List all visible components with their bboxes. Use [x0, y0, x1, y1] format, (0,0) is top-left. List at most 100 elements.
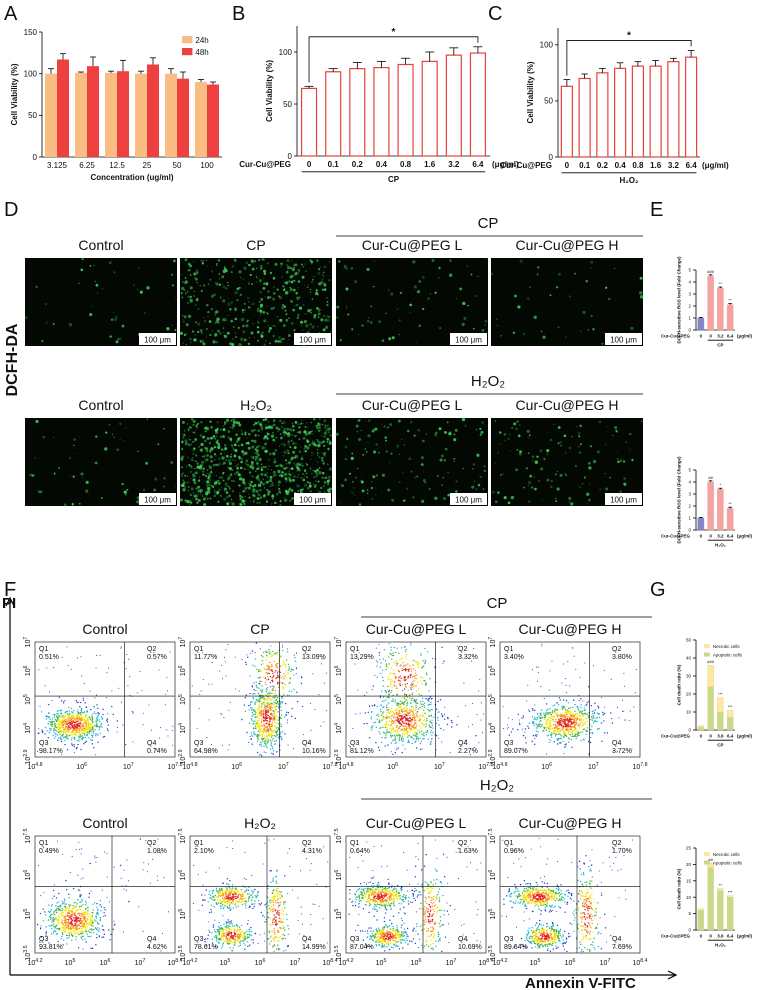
fluorescent-spot — [625, 441, 627, 443]
event-dot — [385, 664, 388, 666]
event-dot — [476, 714, 478, 716]
fluorescent-spot — [296, 296, 300, 300]
event-dot — [401, 657, 403, 660]
fluorescent-spot — [271, 431, 275, 434]
fluorescent-spot — [428, 487, 431, 491]
bar — [147, 64, 159, 157]
y-tick-label: 0 — [688, 928, 691, 933]
significance-star: * — [392, 27, 396, 38]
fluorescent-spot — [434, 431, 438, 435]
event-dot — [385, 736, 387, 739]
fluorescent-spot — [192, 457, 194, 458]
event-dot — [414, 685, 416, 687]
event-dot — [444, 718, 446, 721]
event-dot — [390, 723, 393, 725]
column-label: Cur-Cu@PEG H — [516, 397, 619, 413]
fluorescent-spot — [255, 281, 258, 283]
event-dot — [100, 722, 103, 725]
fluorescent-spot — [275, 473, 278, 476]
fluorescent-spot — [466, 265, 468, 267]
fluorescent-spot — [287, 440, 290, 443]
event-dot — [396, 728, 399, 731]
event-dot — [419, 676, 422, 678]
fluorescent-spot — [85, 480, 89, 484]
fluorescent-spot — [269, 425, 274, 429]
event-dot — [414, 661, 417, 663]
fluorescent-spot — [210, 307, 214, 311]
event-dot — [293, 688, 295, 691]
fluorescent-spot — [234, 449, 238, 453]
fluorescent-spot — [278, 339, 283, 343]
event-dot — [402, 738, 404, 740]
event-dot — [275, 698, 278, 701]
scale-bar-label: 100 μm — [299, 336, 326, 345]
fluorescent-spot — [473, 480, 476, 483]
fluorescent-spot — [553, 423, 555, 425]
fluorescent-spot — [262, 445, 266, 450]
fluorescent-spot — [251, 267, 255, 271]
event-dot — [382, 658, 385, 660]
fluorescent-spot — [257, 307, 260, 310]
event-dot — [260, 744, 262, 746]
fluorescent-spot — [522, 332, 526, 336]
fluorescent-spot — [196, 465, 199, 469]
event-dot — [382, 706, 384, 709]
event-dot — [385, 731, 388, 733]
event-dot — [582, 700, 584, 702]
event-dot — [264, 682, 266, 684]
event-dot — [94, 729, 96, 731]
fluorescent-spot — [346, 305, 348, 307]
event-dot — [70, 707, 73, 710]
event-dot — [414, 734, 416, 737]
event-dot — [413, 680, 415, 682]
event-dot — [84, 722, 86, 724]
tick-exponent: 4 — [334, 723, 340, 726]
fluorescent-spot — [467, 304, 469, 307]
column-label: Cur-Cu@PEG H — [516, 237, 619, 253]
fluorescent-spot — [182, 281, 184, 283]
event-dot — [271, 707, 273, 709]
fluorescent-spot — [258, 501, 261, 504]
event-dot — [281, 738, 283, 741]
fluorescent-spot — [248, 337, 250, 339]
fluorescent-spot — [403, 499, 407, 503]
fluorescent-spot — [394, 427, 396, 429]
event-dot — [268, 668, 271, 671]
fluorescent-spot — [375, 427, 378, 430]
x-tick-label: 0 — [565, 161, 570, 170]
event-dot — [87, 736, 90, 739]
event-dot — [403, 725, 405, 727]
event-dot — [284, 666, 287, 668]
event-dot — [410, 710, 412, 713]
y-tick-label: 150 — [24, 28, 38, 37]
fluorescent-spot — [253, 439, 257, 444]
fluorescent-spot — [527, 452, 530, 455]
event-dot — [274, 692, 276, 695]
fluorescent-spot — [316, 307, 319, 310]
event-dot — [564, 678, 566, 680]
significance-mark: ** — [729, 501, 733, 506]
event-dot — [54, 725, 56, 728]
fluorescent-spot — [262, 311, 266, 314]
tick-exponent: 5 — [178, 694, 184, 697]
fluorescent-spot — [481, 421, 484, 424]
axis-tick-label: 104 — [23, 723, 32, 734]
tick-base: 10 — [25, 726, 32, 734]
event-dot — [111, 705, 113, 708]
event-dot — [84, 741, 86, 744]
bar — [717, 488, 724, 531]
event-dot — [399, 707, 401, 709]
event-dot — [419, 715, 421, 717]
y-tick-label: 5 — [688, 911, 691, 916]
event-dot — [99, 732, 102, 735]
fluorescent-spot — [196, 272, 199, 274]
fluorescent-spot — [222, 331, 225, 333]
event-dot — [255, 722, 257, 724]
fluorescent-spot — [299, 488, 302, 492]
fluorescent-spot — [257, 429, 260, 433]
event-dot — [98, 727, 101, 729]
event-dot — [268, 732, 270, 734]
fluorescent-spot — [251, 490, 253, 492]
fluorescent-spot — [322, 274, 324, 276]
event-dot — [69, 719, 72, 721]
